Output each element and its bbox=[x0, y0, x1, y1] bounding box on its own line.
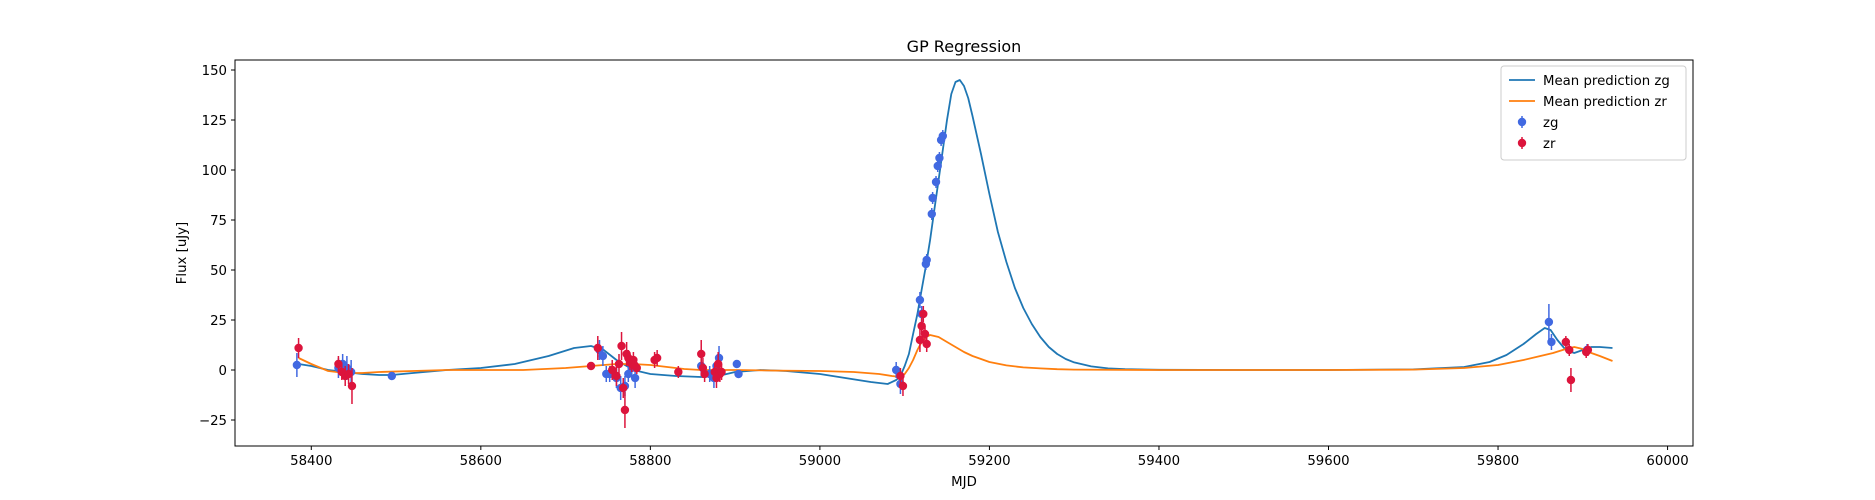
data-point-zg bbox=[734, 369, 743, 379]
y-tick-label: 150 bbox=[202, 64, 227, 79]
data-point-zr bbox=[922, 339, 931, 349]
legend-label: Mean prediction zr bbox=[1543, 95, 1667, 110]
data-point-zr bbox=[614, 359, 624, 369]
chart-title: GP Regression bbox=[907, 37, 1022, 56]
legend-label: Mean prediction zg bbox=[1543, 74, 1670, 89]
data-point-zr bbox=[632, 363, 641, 373]
series-line-zg bbox=[298, 79, 1613, 385]
data-point-zg bbox=[915, 295, 925, 305]
data-point-zg bbox=[922, 255, 931, 265]
data-point-zr bbox=[700, 369, 709, 379]
data-point-zg bbox=[927, 209, 936, 219]
data-point-zr bbox=[347, 381, 357, 391]
data-point-zr bbox=[920, 329, 930, 339]
data-point-zr bbox=[674, 367, 683, 377]
data-point-zg bbox=[387, 371, 397, 381]
data-point-zr bbox=[652, 353, 662, 363]
data-point-zg bbox=[928, 193, 937, 203]
plot-area bbox=[292, 79, 1613, 428]
data-point-zr bbox=[717, 367, 726, 377]
x-tick-label: 58800 bbox=[629, 454, 671, 469]
data-point-zr bbox=[917, 321, 926, 331]
legend-swatch-marker bbox=[1517, 117, 1527, 127]
data-point-zg bbox=[891, 365, 901, 375]
y-tick-label: 75 bbox=[210, 214, 227, 229]
y-axis-label: Flux [uJy] bbox=[175, 222, 190, 284]
data-point-zr bbox=[915, 335, 925, 345]
data-point-zr bbox=[1583, 345, 1593, 355]
legend: Mean prediction zg Mean prediction zr zg zr bbox=[1500, 65, 1687, 161]
legend-box bbox=[1500, 65, 1687, 161]
x-tick-label: 59400 bbox=[1138, 454, 1180, 469]
data-point-zr bbox=[617, 341, 626, 351]
data-point-zr bbox=[697, 349, 706, 359]
data-point-zg bbox=[933, 161, 942, 171]
data-point-zr bbox=[620, 405, 630, 415]
plot-series-group bbox=[292, 79, 1613, 428]
data-point-zg bbox=[292, 360, 302, 370]
data-point-zr bbox=[1565, 345, 1574, 355]
data-point-zr bbox=[1566, 375, 1576, 385]
x-tick-label: 58600 bbox=[460, 454, 502, 469]
data-point-zr bbox=[1561, 337, 1571, 347]
data-point-zg bbox=[1547, 337, 1556, 347]
data-point-zg bbox=[931, 177, 941, 187]
data-point-zr bbox=[608, 365, 617, 375]
data-point-zr bbox=[919, 309, 928, 319]
legend-swatch-marker bbox=[1517, 138, 1527, 148]
data-point-zr bbox=[593, 343, 603, 353]
x-tick-label: 60000 bbox=[1646, 454, 1688, 469]
plot-frame bbox=[234, 59, 1694, 447]
x-tick-label: 59000 bbox=[799, 454, 841, 469]
data-point-zg bbox=[598, 351, 608, 361]
data-point-zg bbox=[938, 131, 948, 141]
y-tick-label: 125 bbox=[202, 114, 227, 129]
x-tick-label: 59800 bbox=[1477, 454, 1519, 469]
y-tick-label: −25 bbox=[199, 414, 227, 429]
data-point-zr bbox=[334, 359, 343, 369]
data-point-zg bbox=[935, 153, 944, 163]
legend-label: zr bbox=[1543, 137, 1556, 152]
x-axis-label: MJD bbox=[951, 475, 977, 490]
axis-ticks: 58400 58600 58800 59000 59200 59400 59600 59800… bbox=[199, 64, 1689, 469]
data-point-zg bbox=[630, 373, 640, 383]
data-point-zg bbox=[1544, 317, 1554, 327]
y-tick-label: 0 bbox=[219, 364, 227, 379]
legend-label: zg bbox=[1543, 116, 1558, 131]
data-point-zr bbox=[344, 369, 353, 379]
data-point-zr bbox=[586, 361, 596, 371]
x-tick-label: 59200 bbox=[968, 454, 1010, 469]
x-tick-label: 59600 bbox=[1307, 454, 1349, 469]
x-tick-label: 58400 bbox=[290, 454, 332, 469]
data-point-zr bbox=[898, 381, 908, 391]
y-tick-label: 25 bbox=[210, 314, 227, 329]
series-line-zr bbox=[298, 334, 1613, 378]
data-point-zr bbox=[619, 383, 628, 393]
y-tick-label: 100 bbox=[202, 164, 227, 179]
y-tick-label: 50 bbox=[210, 264, 227, 279]
data-point-zr bbox=[294, 343, 303, 353]
data-point-zg bbox=[732, 359, 742, 369]
